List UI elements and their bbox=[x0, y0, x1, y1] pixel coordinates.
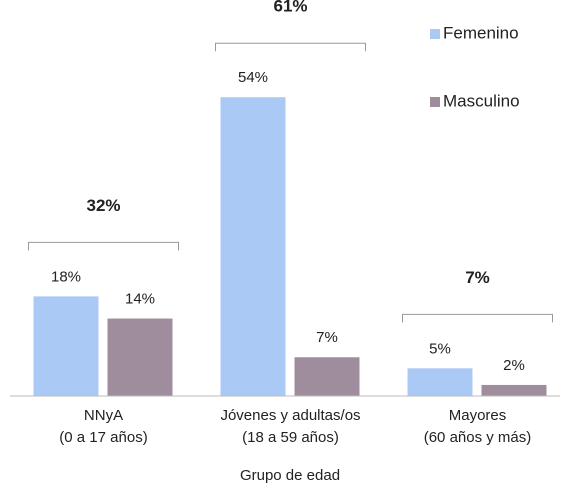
value-label: 2% bbox=[503, 357, 525, 374]
x-tick-label: (0 a 17 años) bbox=[59, 429, 147, 446]
bracket bbox=[215, 42, 366, 52]
bracket bbox=[402, 313, 553, 323]
annotation: 61% bbox=[273, 0, 307, 16]
value-label: 5% bbox=[429, 340, 451, 357]
legend-label: Masculino bbox=[443, 91, 520, 110]
x-tick-label: Mayores bbox=[449, 407, 507, 424]
value-label: 18% bbox=[51, 268, 81, 285]
x-tick-label: Jóvenes y adultas/os bbox=[220, 407, 360, 424]
annotation: 7% bbox=[465, 268, 490, 287]
x-tick-label: (18 a 59 años) bbox=[242, 429, 339, 446]
x-tick-label: NNyA bbox=[84, 407, 123, 424]
bar bbox=[294, 357, 360, 396]
x-tick-label: (60 años y más) bbox=[424, 429, 532, 446]
legend-swatch bbox=[430, 29, 440, 39]
x-axis-title: Grupo de edad bbox=[240, 467, 340, 484]
bar bbox=[220, 97, 286, 396]
bar bbox=[481, 384, 547, 396]
bracket bbox=[28, 241, 179, 251]
value-label: 54% bbox=[238, 69, 268, 86]
value-label: 14% bbox=[125, 291, 155, 308]
legend-swatch bbox=[430, 97, 440, 107]
annotation: 32% bbox=[86, 196, 120, 215]
legend-label: Femenino bbox=[443, 23, 519, 42]
value-label: 7% bbox=[316, 329, 338, 346]
bar bbox=[107, 318, 173, 396]
bar bbox=[407, 368, 473, 396]
bar bbox=[33, 296, 99, 396]
